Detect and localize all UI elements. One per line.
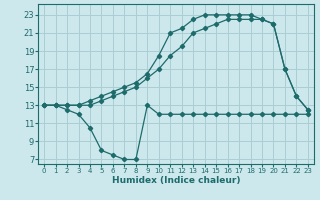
- X-axis label: Humidex (Indice chaleur): Humidex (Indice chaleur): [112, 176, 240, 185]
